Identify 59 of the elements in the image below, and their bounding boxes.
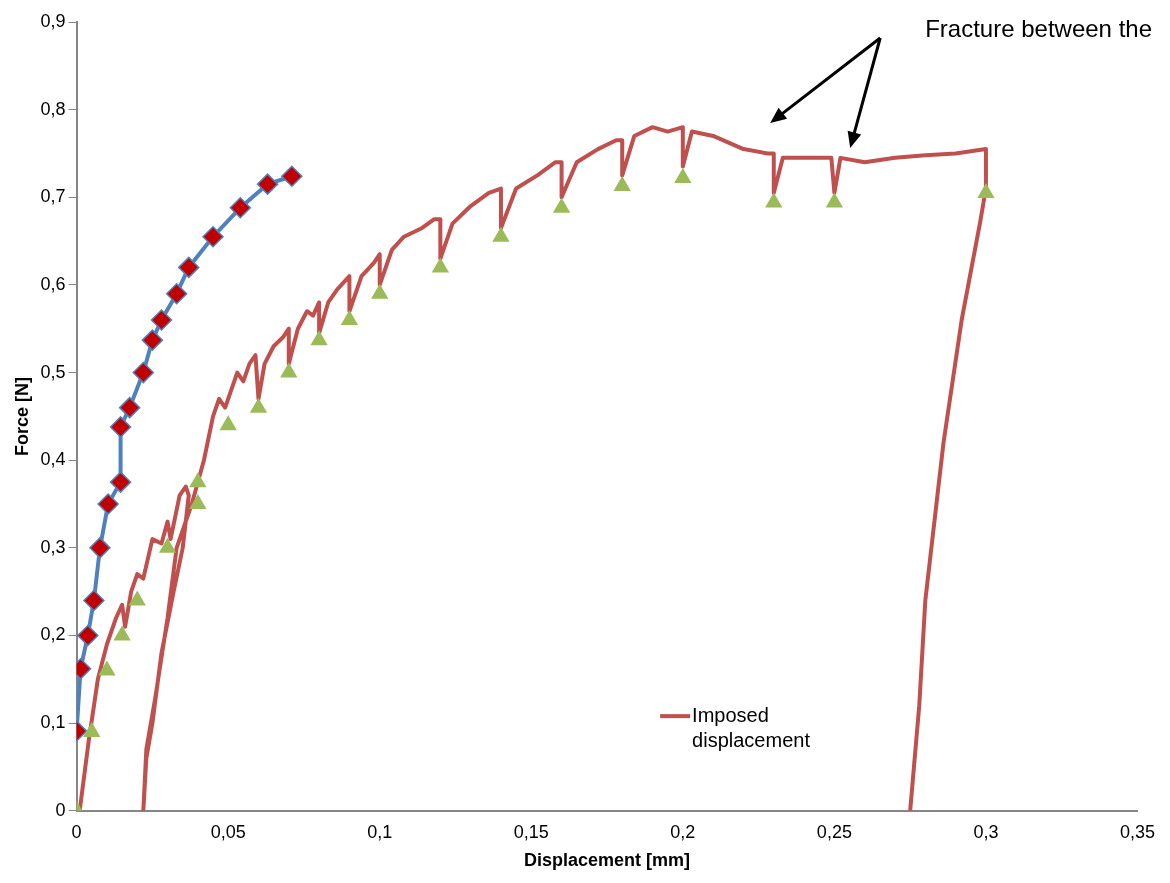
- point: [431, 257, 450, 273]
- point: [256, 173, 279, 195]
- point: [165, 282, 188, 305]
- point: [492, 226, 510, 242]
- point: [229, 197, 252, 219]
- point: [98, 660, 116, 676]
- x-tick-label: 0,35: [1119, 821, 1156, 842]
- point: [202, 225, 224, 248]
- point: [109, 416, 132, 438]
- point: [178, 256, 200, 279]
- legend-label: Imposed displacement: [692, 703, 811, 751]
- x-tick-label: 0: [71, 821, 82, 842]
- point: [825, 192, 844, 208]
- annotation: Fracture between the: [925, 14, 1152, 42]
- x-axis-title: Displacement [mm]: [524, 850, 691, 871]
- y-tick-label: 0,2: [40, 624, 66, 645]
- y-tick-label: 0,9: [40, 10, 66, 31]
- point: [552, 197, 571, 213]
- point: [89, 537, 111, 559]
- y-tick-label: 0,6: [40, 273, 66, 294]
- x-tick-label: 0,1: [367, 821, 393, 842]
- y-tick-label: 0,1: [40, 712, 66, 733]
- x-tick-label: 0,25: [816, 821, 852, 842]
- point: [141, 329, 164, 351]
- point: [113, 625, 131, 641]
- point: [613, 175, 631, 191]
- x-tick-label: 0,15: [513, 821, 549, 842]
- point: [765, 192, 783, 208]
- point: [281, 165, 303, 187]
- point: [189, 494, 207, 510]
- point: [109, 471, 132, 493]
- point: [132, 361, 155, 384]
- point: [118, 396, 141, 419]
- y-axis-title: Force [N]: [11, 376, 32, 456]
- y-tick-label: 0,7: [40, 186, 66, 207]
- point: [128, 590, 146, 606]
- y-tick-label: 0,4: [40, 449, 66, 470]
- point: [249, 397, 268, 413]
- x-tick-label: 0,05: [210, 821, 246, 842]
- point: [77, 624, 99, 647]
- point: [158, 537, 177, 553]
- point: [150, 309, 173, 331]
- point: [97, 493, 119, 515]
- point: [83, 721, 101, 737]
- point: [371, 283, 389, 299]
- x-tick-label: 0,3: [973, 821, 999, 842]
- point: [83, 589, 105, 612]
- point: [310, 330, 328, 346]
- point: [219, 415, 237, 431]
- point: [674, 168, 692, 184]
- point: [977, 182, 995, 198]
- point: [340, 309, 359, 325]
- point: [189, 472, 207, 488]
- x-tick-label: 0,2: [670, 821, 696, 842]
- point: [280, 362, 298, 378]
- y-tick-label: 0: [55, 799, 66, 820]
- y-tick-label: 0,3: [40, 536, 66, 557]
- y-tick-label: 0,8: [40, 98, 66, 119]
- y-tick-label: 0,5: [40, 361, 66, 382]
